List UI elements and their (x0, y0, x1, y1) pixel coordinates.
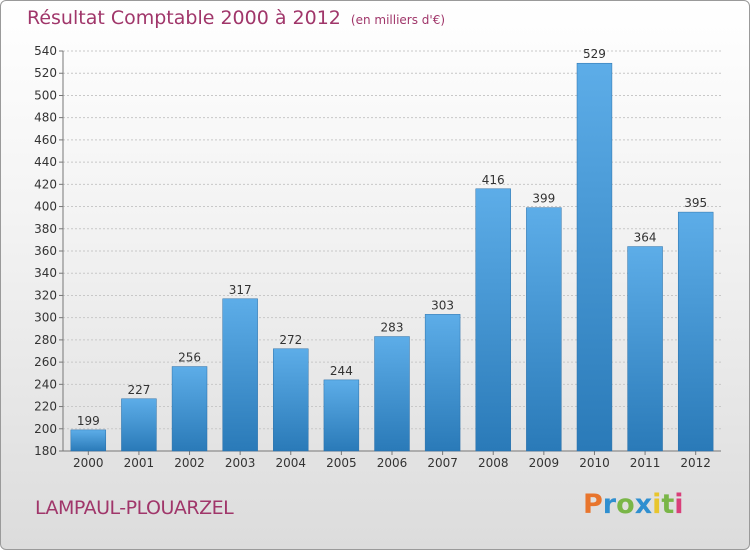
y-tick-label: 220 (34, 400, 57, 414)
y-tick-label: 240 (34, 377, 57, 391)
commune-name: LAMPAUL-PLOUARZEL (35, 497, 234, 519)
bar (222, 298, 258, 452)
bar (576, 62, 613, 452)
bar (627, 246, 663, 452)
bar (374, 336, 410, 452)
y-tick-label: 480 (34, 111, 57, 125)
y-tick-label: 380 (34, 222, 57, 236)
x-tick-label: 2010 (579, 456, 610, 470)
bar (171, 366, 208, 452)
y-tick-label: 540 (34, 44, 57, 58)
x-tick-label: 2005 (326, 456, 357, 470)
bar (323, 379, 360, 452)
bar (121, 398, 157, 452)
y-tick-label: 200 (34, 422, 57, 436)
x-tick-label: 2008 (478, 456, 509, 470)
x-tick-label: 2006 (377, 456, 408, 470)
bar-value-label: 303 (431, 298, 454, 312)
logo-letter: r (602, 489, 617, 520)
x-tick-label: 2004 (275, 456, 306, 470)
bar-value-label: 272 (279, 333, 302, 347)
logo-letter: x (634, 489, 653, 520)
bar-value-label: 317 (229, 283, 252, 297)
bar-value-label: 416 (482, 173, 505, 187)
x-tick-label: 2012 (680, 456, 711, 470)
x-tick-label: 2002 (174, 456, 205, 470)
y-tick-label: 320 (34, 288, 57, 302)
bar-value-label: 244 (330, 364, 353, 378)
bar (424, 314, 461, 452)
logo-letter: i (674, 489, 684, 520)
bar (526, 207, 562, 452)
bar (475, 188, 511, 452)
logo-letter: o (616, 489, 635, 520)
logo-letter: t (661, 489, 675, 520)
bar-value-label: 256 (178, 351, 201, 365)
logo-letter: i (652, 489, 662, 520)
x-tick-label: 2001 (124, 456, 155, 470)
x-tick-label: 2009 (529, 456, 560, 470)
bar-value-label: 199 (77, 414, 100, 428)
y-tick-label: 360 (34, 244, 57, 258)
y-tick-label: 440 (34, 155, 57, 169)
bar (677, 211, 714, 452)
bar (70, 429, 107, 452)
y-tick-label: 400 (34, 200, 57, 214)
bar-value-label: 227 (127, 383, 150, 397)
title-row: Résultat Comptable 2000 à 2012 (en millie… (27, 7, 445, 29)
logo-letter: P (583, 489, 603, 520)
y-tick-label: 260 (34, 355, 57, 369)
y-tick-label: 280 (34, 333, 57, 347)
y-tick-label: 500 (34, 88, 57, 102)
x-tick-label: 2007 (427, 456, 458, 470)
bar-value-label: 283 (381, 321, 404, 335)
bar-value-label: 364 (634, 231, 657, 245)
bar-value-label: 529 (583, 47, 606, 61)
bar-value-label: 395 (684, 196, 707, 210)
chart-title: Résultat Comptable 2000 à 2012 (27, 7, 341, 29)
x-tick-label: 2000 (73, 456, 104, 470)
y-tick-label: 420 (34, 177, 57, 191)
x-tick-label: 2011 (630, 456, 661, 470)
y-tick-label: 520 (34, 66, 57, 80)
proxiti-logo: Proxiti (583, 489, 684, 520)
y-tick-label: 340 (34, 266, 57, 280)
y-tick-label: 180 (34, 444, 57, 458)
bar-value-label: 399 (532, 192, 555, 206)
chart-subtitle: (en milliers d'€) (350, 13, 446, 27)
y-tick-label: 300 (34, 311, 57, 325)
bar (273, 348, 309, 452)
y-tick-label: 460 (34, 133, 57, 147)
x-tick-label: 2003 (225, 456, 256, 470)
